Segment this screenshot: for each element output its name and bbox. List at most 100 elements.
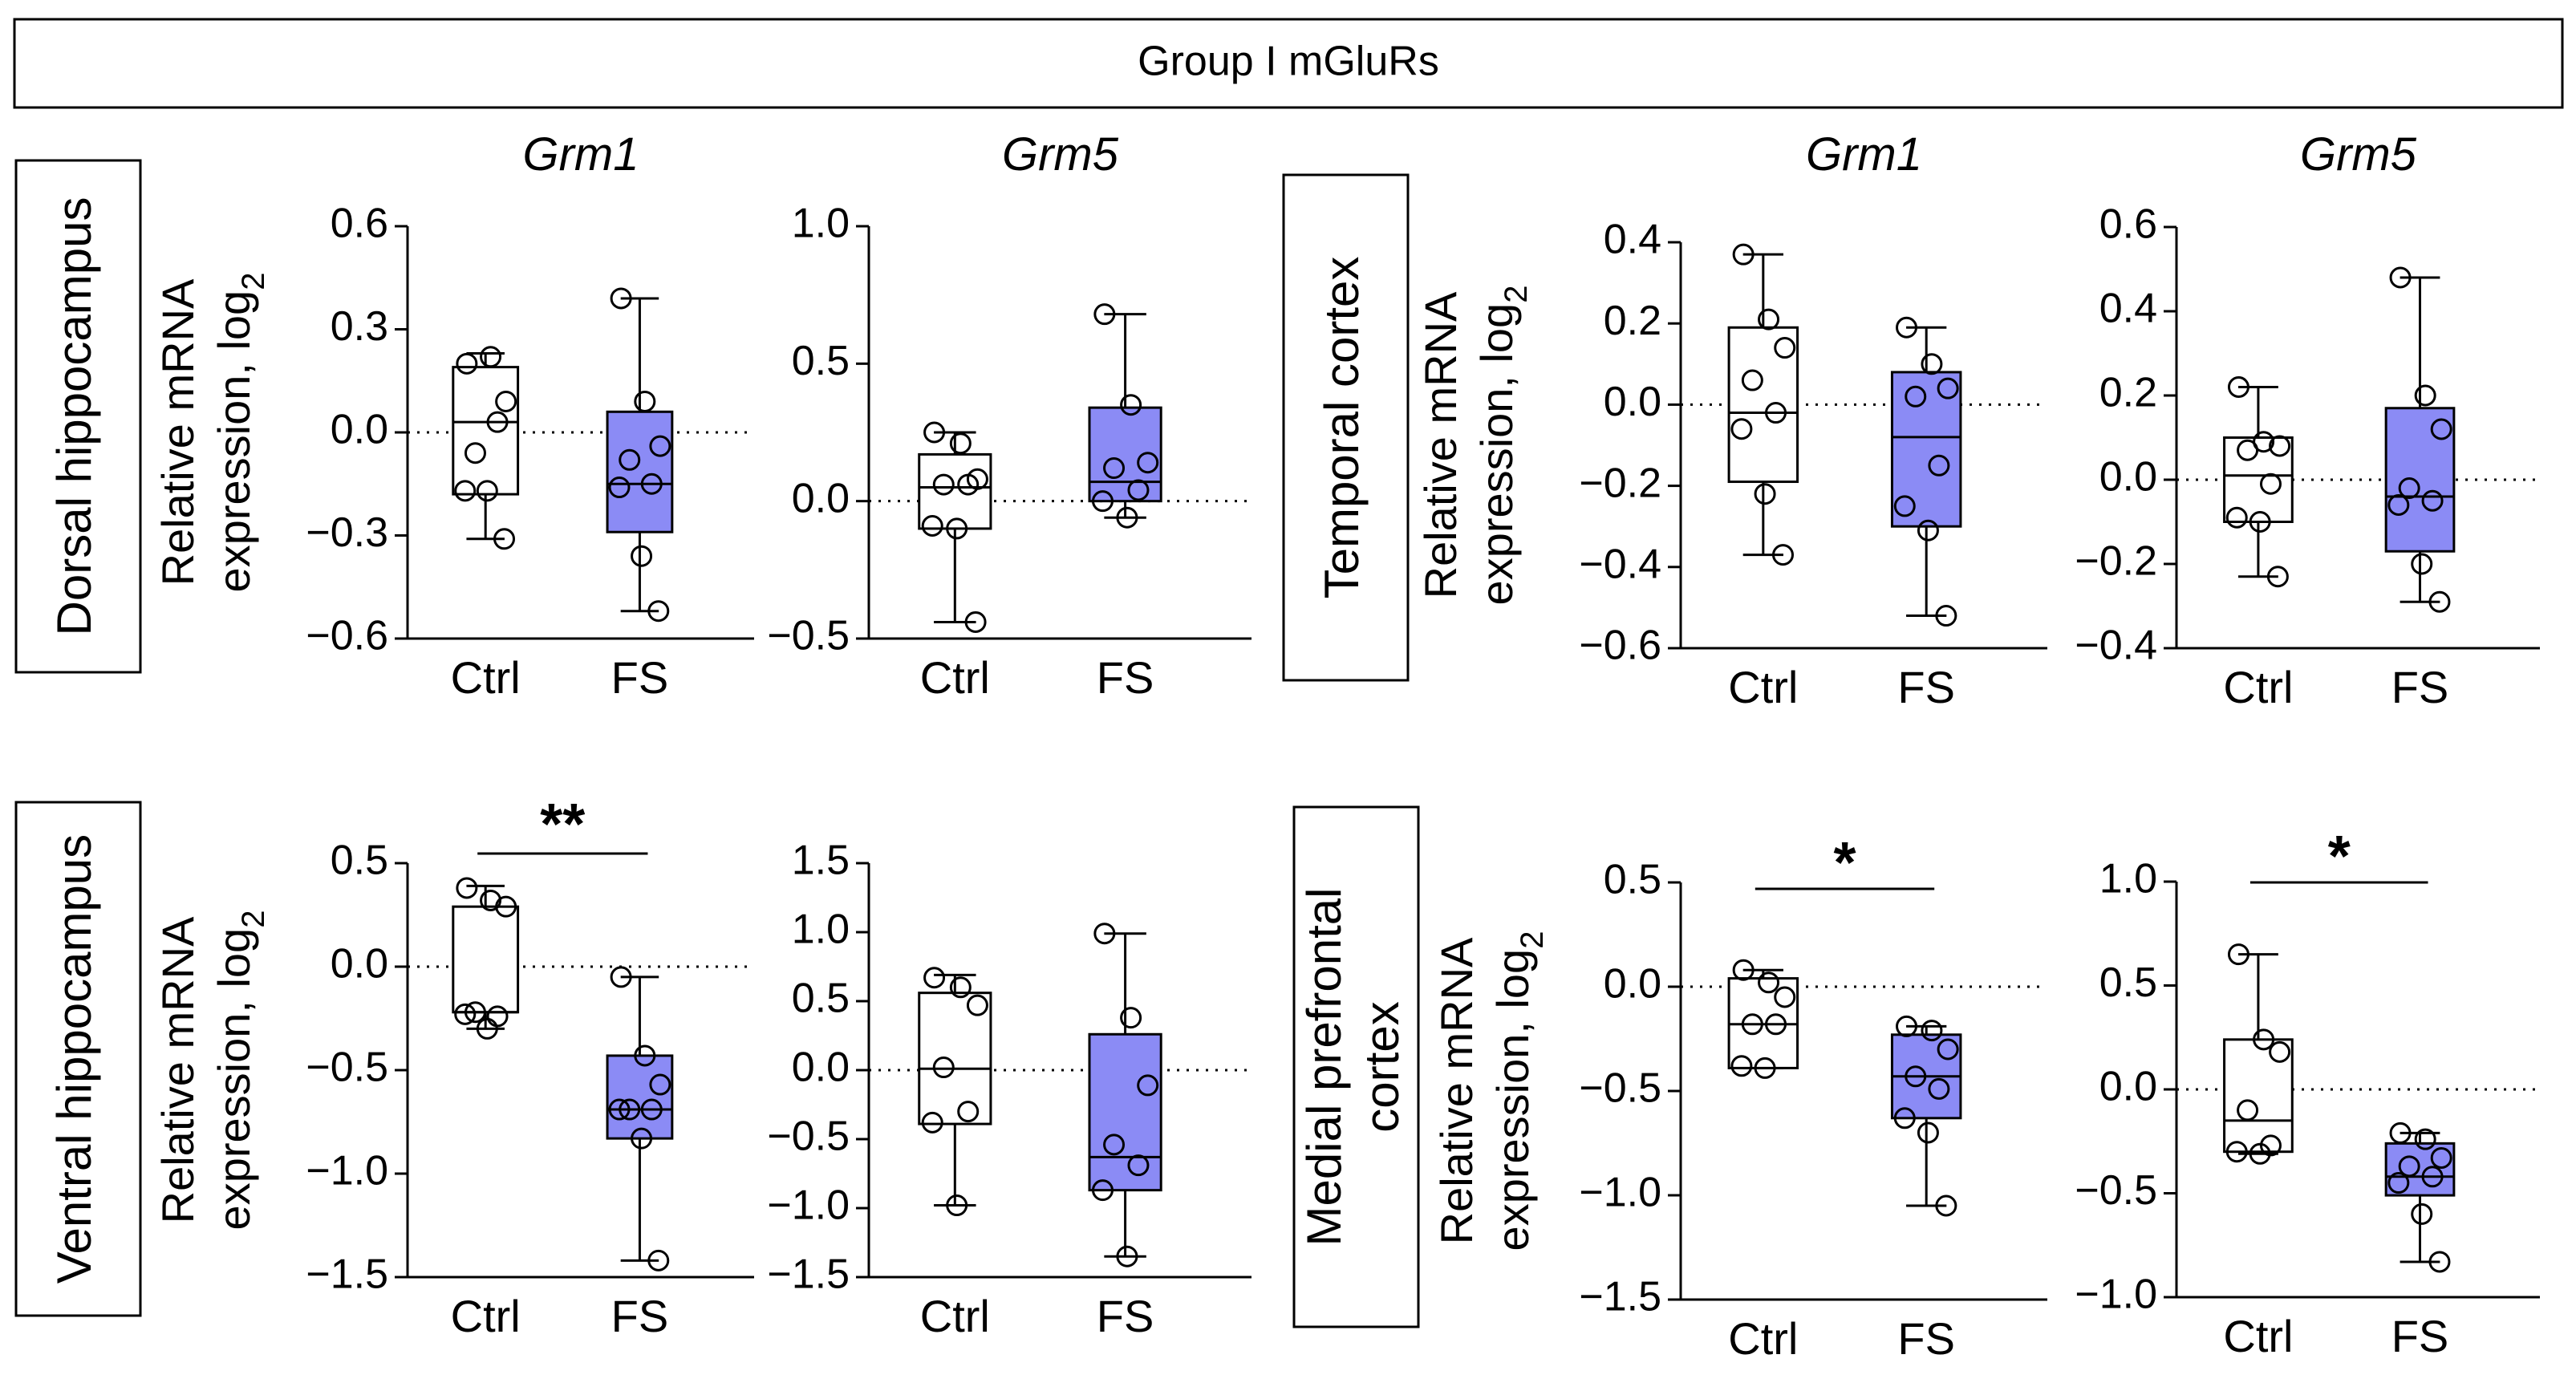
y-tick-label: 0.2 (2099, 370, 2157, 416)
data-point (480, 346, 502, 368)
data-point (1754, 483, 1776, 505)
box-iqr (1727, 326, 1799, 484)
data-point (946, 517, 968, 540)
y-tick-label: −1.0 (767, 1182, 850, 1229)
data-point (2430, 418, 2452, 440)
data-point (2387, 494, 2410, 516)
data-point (456, 877, 478, 899)
box-ctrl (452, 877, 520, 1040)
box-iqr (1890, 371, 1962, 528)
data-point (1091, 1179, 1114, 1202)
y-tick-label: −0.5 (2075, 1167, 2157, 1214)
y-tick-label: −1.5 (767, 1251, 850, 1298)
box-ctrl (918, 421, 992, 633)
data-point (486, 411, 509, 433)
y-axis-label: expression, log2 (209, 273, 271, 593)
data-point (1774, 986, 1796, 1008)
data-point (1765, 1013, 1787, 1036)
box-iqr (2384, 1142, 2456, 1197)
data-point (480, 889, 502, 911)
gene-title: Grm1 (1806, 128, 1922, 180)
box-iqr (606, 1054, 674, 1140)
box-fs (1088, 923, 1162, 1267)
data-point (610, 287, 632, 310)
chart-panel-8: 1.0 0.5 0.0 −0.5 −1.0 Ctrl FS * (2075, 825, 2540, 1361)
chart-panel-3: Grm1 0.4 0.2 0.0 −0.2 −0.4 −0.6 Relative mRNA ex… (1415, 128, 2047, 712)
data-point (957, 1101, 980, 1123)
chart-panel-4: Grm5 0.6 0.4 0.2 0.0 −0.2 −0.4 Ctrl FS (2075, 128, 2540, 712)
figure-title: Group I mGluRs (1138, 39, 1439, 85)
y-tick-label: 0.0 (331, 941, 388, 988)
region-label-medial-prefrontal-cortex: Medial prefrontal cortex (1292, 805, 1420, 1328)
y-tick-label: 0.6 (331, 201, 388, 247)
significance-marker: * (1833, 831, 1856, 895)
y-tick-label: 0.0 (1604, 961, 1661, 1008)
box-ctrl (2223, 943, 2294, 1165)
data-point (1116, 506, 1138, 529)
region-label-text: cortex (1355, 1001, 1409, 1132)
y-tick-label: 1.0 (792, 201, 850, 247)
figure-title-box (13, 18, 2564, 109)
data-point (640, 472, 663, 495)
x-category-label: FS (1097, 652, 1154, 703)
region-label-text: Temporal cortex (1315, 257, 1369, 599)
data-point (1137, 1074, 1159, 1097)
box-fs (2384, 266, 2456, 613)
data-point (2237, 1099, 2259, 1121)
data-point (2389, 1121, 2412, 1144)
data-point (647, 1249, 670, 1271)
box-iqr (2223, 1038, 2294, 1154)
data-point (2253, 1028, 2275, 1051)
data-point (1127, 479, 1150, 501)
y-axis-label: Relative mRNA (152, 916, 203, 1223)
data-point (2414, 384, 2436, 407)
data-point (454, 1003, 477, 1025)
y-tick-label: −0.6 (1579, 623, 1661, 669)
data-point (1935, 605, 1957, 627)
data-point (949, 432, 972, 455)
y-axis-label: Relative mRNA (152, 278, 203, 586)
data-point (2249, 1142, 2271, 1165)
x-category-label: FS (1897, 662, 1955, 712)
data-point (1754, 1057, 1776, 1079)
data-point (932, 1057, 955, 1079)
y-tick-label: 1.0 (792, 906, 850, 953)
data-point (1893, 495, 1916, 517)
data-point (1103, 457, 1126, 480)
data-point (1091, 490, 1114, 513)
y-tick-label: −0.3 (306, 509, 388, 556)
data-point (610, 966, 632, 988)
x-category-label: FS (611, 1291, 669, 1341)
data-point (1120, 394, 1142, 416)
box-iqr (606, 410, 674, 533)
data-point (495, 390, 517, 412)
data-point (1905, 385, 1927, 408)
y-axis-label: expression, log2 (1487, 931, 1550, 1251)
y-tick-label: −0.5 (306, 1044, 388, 1091)
data-point (476, 1017, 498, 1040)
data-point (2237, 439, 2259, 461)
box-iqr (1088, 406, 1162, 503)
data-point (1896, 1015, 1918, 1037)
x-category-label: Ctrl (920, 1291, 990, 1341)
box-iqr (452, 905, 520, 1014)
data-point (619, 1098, 641, 1121)
data-point (1935, 1194, 1957, 1217)
data-point (2398, 1155, 2420, 1178)
data-point (1893, 1107, 1916, 1130)
y-tick-label: −0.5 (1579, 1065, 1661, 1112)
y-tick-label: 0.5 (331, 838, 388, 884)
y-tick-label: 0.5 (792, 975, 850, 1022)
gene-title: Grm5 (1002, 128, 1119, 180)
x-category-label: Ctrl (451, 1291, 521, 1341)
data-point (2227, 943, 2249, 966)
data-point (2389, 266, 2412, 289)
data-point (1732, 959, 1755, 981)
data-point (464, 442, 486, 464)
data-point (1758, 308, 1780, 331)
data-point (608, 1098, 631, 1121)
data-point (1127, 1154, 1150, 1177)
y-axis-label: Relative mRNA (1431, 937, 1482, 1244)
data-point (1928, 1077, 1950, 1100)
